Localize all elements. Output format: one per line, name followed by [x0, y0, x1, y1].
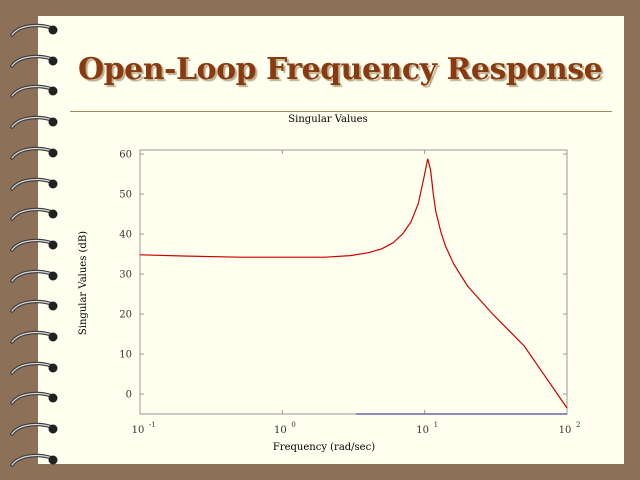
binding-ring-icon — [10, 84, 58, 98]
binding-ring-icon — [10, 391, 58, 405]
binding-ring-icon — [10, 238, 58, 252]
y-tick-label: 20 — [119, 310, 132, 321]
binding-ring-icon — [10, 422, 58, 436]
binding-ring-icon — [10, 453, 58, 467]
plot-area — [139, 149, 568, 415]
binding-ring-icon — [10, 330, 58, 344]
y-tick-label: 10 — [119, 350, 132, 361]
plot-series — [139, 158, 568, 415]
slide-page: Open-Loop Frequency Response — [38, 16, 624, 464]
y-axis-label: Singular Values (dB) — [78, 231, 89, 335]
binding-ring-icon — [10, 115, 58, 129]
x-tick-label-exponent: 1 — [434, 421, 438, 429]
y-tick-label: 40 — [119, 230, 132, 241]
x-tick-label-exponent: 2 — [576, 421, 580, 429]
x-axis-label: Frequency (rad/sec) — [273, 442, 375, 453]
binding-ring-icon — [10, 361, 58, 375]
y-tick-label: 0 — [126, 390, 132, 401]
x-tick-label-base: 10 — [559, 425, 572, 436]
binding-ring-icon — [10, 269, 58, 283]
y-tick-label: 30 — [119, 270, 132, 281]
binding-ring-icon — [10, 299, 58, 313]
binding-ring-icon — [10, 207, 58, 221]
x-tick-label-base: 10 — [416, 425, 429, 436]
x-axis: 10 -1 10 0 10 1 10 2 — [132, 150, 580, 436]
binding-ring-icon — [10, 54, 58, 68]
binding-ring-icon — [10, 146, 58, 160]
x-tick-label-exponent: 0 — [291, 421, 295, 429]
y-axis: 0 10 20 30 40 50 60 — [119, 150, 567, 401]
slide-title: Open-Loop Frequency Response — [78, 52, 603, 87]
title-divider — [70, 111, 612, 112]
y-tick-label: 60 — [119, 150, 132, 161]
binding-ring-icon — [10, 177, 58, 191]
x-tick-label-base: 10 — [132, 425, 145, 436]
binding-ring-icon — [10, 23, 58, 37]
x-tick-label-base: 10 — [274, 425, 287, 436]
singular-value-line — [139, 158, 568, 409]
y-tick-label: 50 — [119, 190, 132, 201]
x-tick-label-exponent: -1 — [149, 421, 156, 429]
chart-title: Singular Values — [288, 114, 367, 125]
